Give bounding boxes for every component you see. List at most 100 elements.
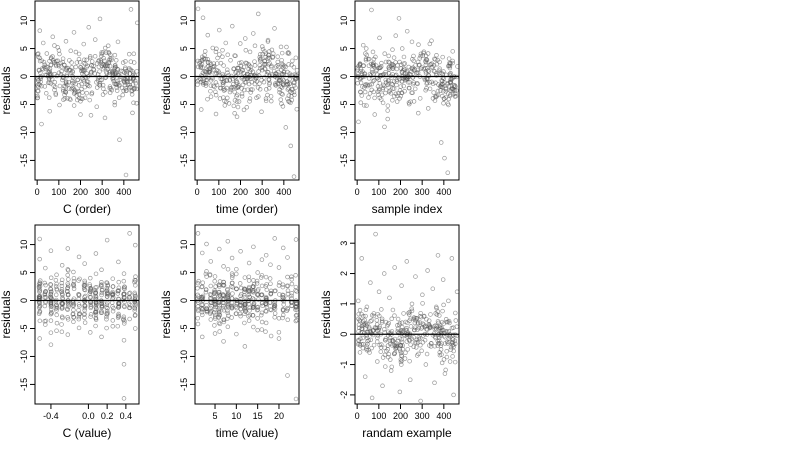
data-point xyxy=(115,323,120,329)
data-point xyxy=(360,345,366,351)
data-point xyxy=(220,47,225,53)
data-point xyxy=(414,80,420,86)
data-point xyxy=(85,79,91,85)
data-point xyxy=(199,250,205,256)
data-point xyxy=(379,318,385,324)
data-point xyxy=(423,70,429,76)
data-point xyxy=(401,61,406,66)
data-point xyxy=(66,268,71,273)
data-point xyxy=(357,63,363,68)
data-point xyxy=(280,284,286,290)
data-point xyxy=(82,283,88,288)
data-point xyxy=(255,292,260,298)
data-point xyxy=(112,52,118,58)
data-point xyxy=(419,65,424,70)
data-point xyxy=(265,39,271,44)
data-point xyxy=(48,295,54,300)
data-point xyxy=(443,316,449,322)
data-point xyxy=(59,329,65,335)
data-point xyxy=(217,289,222,295)
data-point xyxy=(116,311,121,317)
data-point xyxy=(223,40,229,46)
data-point xyxy=(81,57,87,63)
data-point xyxy=(263,329,268,334)
data-point xyxy=(432,380,437,386)
data-point xyxy=(222,103,228,108)
data-point xyxy=(102,45,108,51)
data-point xyxy=(75,77,80,83)
data-point xyxy=(132,279,137,285)
data-point xyxy=(442,155,447,161)
y-tick-label: -15 xyxy=(179,154,189,167)
x-tick-label: 300 xyxy=(415,187,430,197)
data-point xyxy=(93,315,99,321)
data-point xyxy=(437,313,442,318)
data-point xyxy=(112,102,117,108)
data-point xyxy=(404,28,410,34)
data-point xyxy=(122,321,127,326)
y-tick-label: 0 xyxy=(339,332,349,337)
data-point xyxy=(248,90,253,95)
data-point xyxy=(104,287,110,293)
data-point xyxy=(452,338,458,343)
y-tick-label: -5 xyxy=(19,100,29,108)
x-tick-label: -0.4 xyxy=(43,411,59,421)
data-point xyxy=(367,329,373,334)
y-axis-title: residuals xyxy=(319,290,333,338)
data-point xyxy=(248,87,254,92)
data-point xyxy=(76,278,81,283)
data-point xyxy=(264,304,270,310)
data-point xyxy=(414,70,420,75)
data-point xyxy=(420,53,425,58)
x-tick-label: 400 xyxy=(276,187,291,197)
data-point xyxy=(355,65,360,71)
data-point xyxy=(195,6,201,12)
data-point xyxy=(389,316,394,322)
data-point xyxy=(261,79,267,85)
data-point xyxy=(132,297,138,302)
data-point xyxy=(209,304,214,309)
data-point xyxy=(401,328,406,334)
data-point xyxy=(59,322,64,327)
data-point xyxy=(63,80,69,85)
data-point xyxy=(434,62,440,67)
data-point xyxy=(217,321,223,327)
data-point xyxy=(217,27,222,33)
data-point xyxy=(382,51,387,56)
data-point xyxy=(356,338,362,344)
plot-frame xyxy=(354,224,460,405)
data-point xyxy=(267,61,272,66)
data-point xyxy=(116,285,122,291)
data-point xyxy=(293,396,299,402)
data-point xyxy=(364,304,370,310)
data-point xyxy=(372,95,377,101)
data-point xyxy=(48,330,54,335)
data-point xyxy=(48,304,54,309)
data-point xyxy=(37,318,43,324)
points-group xyxy=(355,231,459,404)
data-point xyxy=(252,63,258,68)
data-point xyxy=(61,97,66,102)
data-point xyxy=(59,314,65,319)
data-point xyxy=(109,57,114,62)
data-point xyxy=(212,279,217,284)
data-point xyxy=(280,92,285,97)
data-point xyxy=(208,94,214,99)
data-point xyxy=(432,94,438,99)
data-point xyxy=(255,270,260,275)
data-point xyxy=(71,30,77,35)
data-point xyxy=(416,110,421,116)
data-point xyxy=(387,335,393,341)
data-point xyxy=(99,290,105,296)
data-point xyxy=(104,65,109,70)
data-point xyxy=(242,294,248,300)
data-point xyxy=(411,99,417,104)
data-point xyxy=(277,87,282,92)
data-point xyxy=(366,324,372,330)
data-point xyxy=(234,78,239,84)
data-point xyxy=(434,73,439,78)
data-point xyxy=(454,289,459,294)
data-point xyxy=(88,314,93,319)
data-point xyxy=(436,338,442,343)
data-point xyxy=(422,337,428,343)
